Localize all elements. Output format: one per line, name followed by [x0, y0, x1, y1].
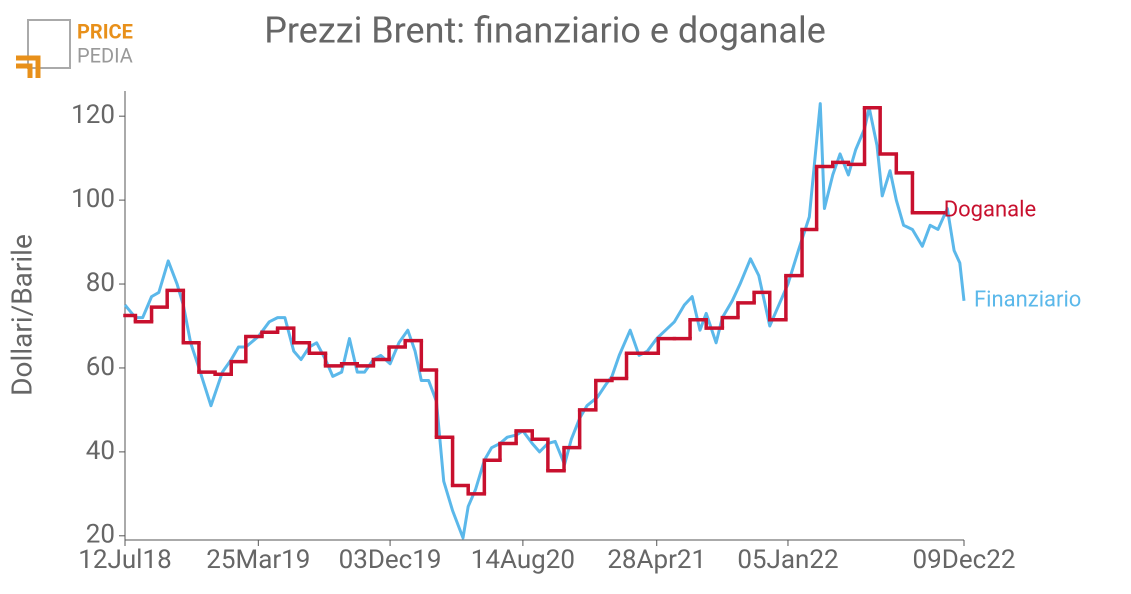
y-tick-label: 40	[86, 436, 115, 466]
x-tick-label: 14Aug20	[471, 545, 575, 575]
y-tick-label: 120	[71, 100, 115, 130]
y-tick-label: 100	[71, 184, 115, 214]
series-label: Doganale	[944, 198, 1036, 223]
logo-frame	[27, 19, 71, 69]
logo: PRICE PEDIA	[16, 19, 133, 78]
y-tick-label: 60	[86, 352, 115, 382]
y-tick-label: 20	[86, 520, 115, 550]
x-tick-label: 03Dec19	[339, 545, 442, 575]
x-tick-label: 25Mar19	[206, 545, 310, 575]
logo-text: PEDIA	[77, 43, 133, 67]
chart-title: Prezzi Brent: finanziario e doganale	[264, 10, 826, 52]
logo-text: PRICE	[77, 19, 133, 43]
logo-mark	[16, 55, 41, 78]
x-tick-label: 12Jul18	[78, 545, 171, 575]
series-line	[123, 102, 966, 540]
y-axis-label: Dollari/Barile	[5, 234, 38, 396]
x-tick-label: 09Dec22	[913, 545, 1016, 575]
series-label: Finanziario	[974, 288, 1081, 313]
x-tick-label: 05Jan22	[737, 545, 838, 575]
y-tick-label: 80	[86, 268, 115, 298]
x-tick-label: 28Apr21	[607, 545, 706, 575]
